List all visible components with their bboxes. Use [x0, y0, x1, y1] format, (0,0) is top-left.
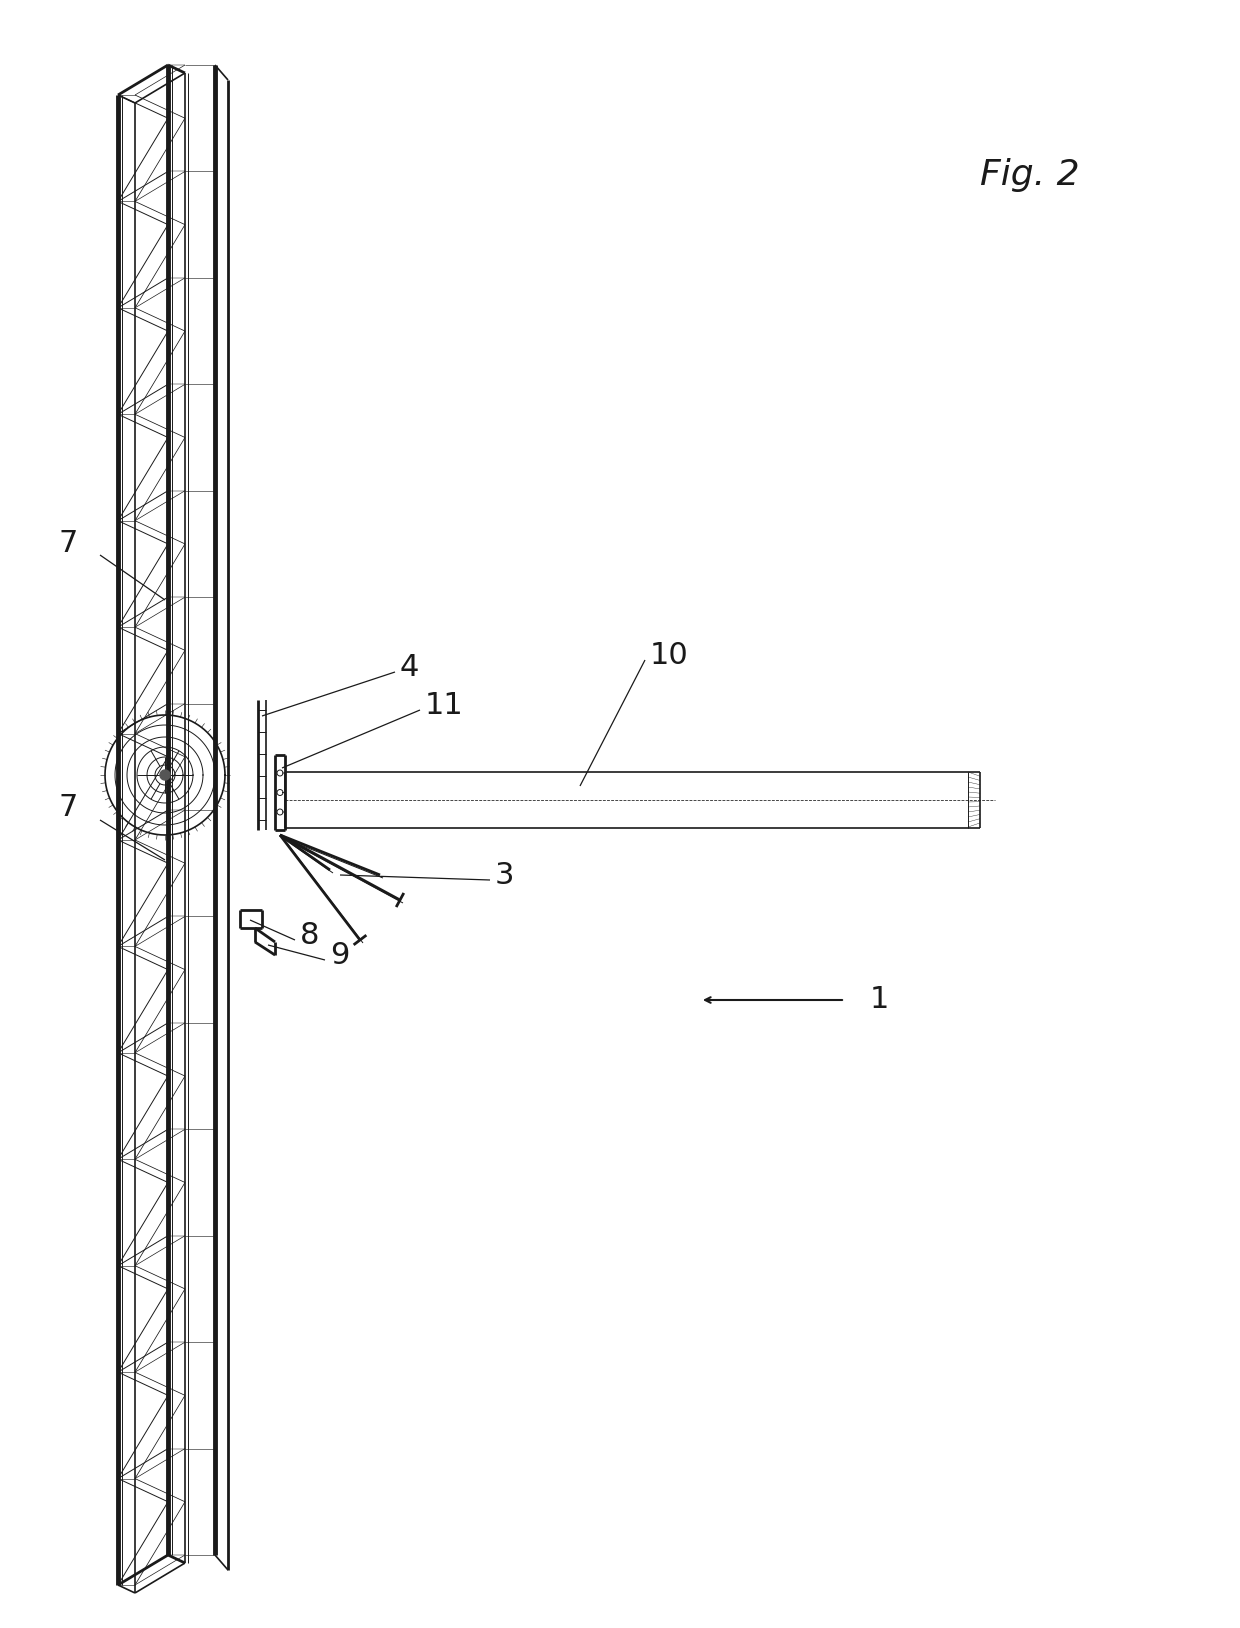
Text: 10: 10 [650, 640, 688, 669]
Text: 4: 4 [401, 653, 419, 682]
Text: 9: 9 [330, 941, 350, 970]
Text: 7: 7 [58, 529, 78, 557]
Polygon shape [160, 770, 170, 780]
Text: 11: 11 [425, 692, 464, 721]
Text: 1: 1 [870, 985, 889, 1014]
Text: 7: 7 [58, 793, 78, 822]
Text: 3: 3 [495, 861, 515, 891]
Text: Fig. 2: Fig. 2 [980, 158, 1080, 192]
Text: 8: 8 [300, 921, 320, 951]
